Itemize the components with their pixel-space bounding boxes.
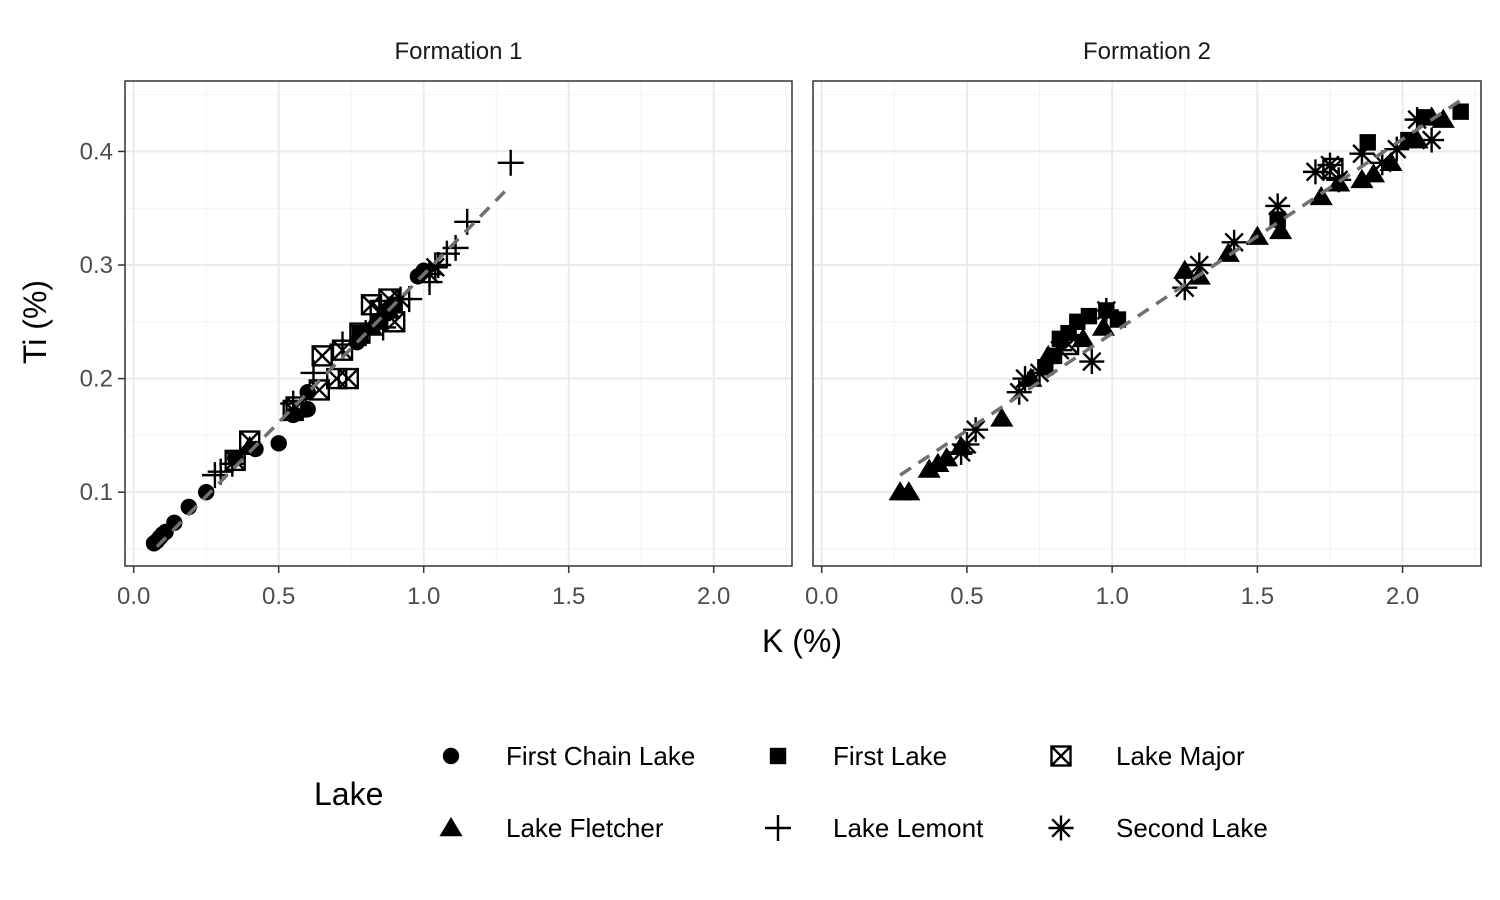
legend-item-lake-fletcher: Lake Fletcher [439,813,664,843]
data-point [1350,168,1374,189]
y-tick-label: 0.1 [80,479,113,506]
data-point [954,431,980,457]
facet-title: Formation 2 [1083,38,1211,65]
data-point [337,367,359,390]
data-layer [145,149,524,552]
data-point [1359,134,1376,151]
panel-border [124,80,793,567]
data-point [1309,185,1333,206]
legend-key-triangle [439,817,463,837]
data-point [1093,297,1119,323]
data-point [1057,333,1080,356]
data-point [1419,127,1445,153]
legend-item-first-lake: First Lake [769,741,947,771]
data-point [201,462,228,489]
x-tick-label: 0.5 [262,583,295,610]
legend-label: Lake Lemont [833,813,984,843]
data-point [1027,360,1053,386]
series-second-lake [948,107,1445,465]
data-point [311,345,333,367]
data-point [1400,131,1417,149]
data-point [963,417,989,443]
data-point [935,447,959,467]
data-point [270,435,287,452]
data-point [1216,242,1240,262]
data-point [990,407,1014,427]
legend: Lake First Chain Lake First Lake Lake Majo… [314,741,1268,843]
data-point [1417,109,1435,126]
series-lake-major [1057,157,1344,356]
data-point [198,483,215,501]
y-tick-label: 0.2 [80,366,113,393]
y-axis-title: Ti (%) [17,280,53,364]
x-tick-label: 2.0 [1386,583,1419,610]
facet-panel-2: Formation 2 0.0 0.5 1.0 1.5 2.0 [805,38,1482,610]
x-tick-label: 0.0 [117,583,150,610]
data-point [1080,307,1098,325]
legend-label: First Chain Lake [506,741,695,771]
x-tick-label: 1.0 [407,583,440,610]
legend-item-lake-major: Lake Major [1050,741,1245,771]
legend-key-square [769,747,787,765]
data-point [897,481,921,501]
data-point [372,313,389,330]
legend-title: Lake [314,776,383,812]
series-second-lake [388,254,448,312]
x-tick-label: 1.5 [552,583,585,610]
data-point [388,286,413,312]
data-point [1322,157,1344,180]
legend-item-lake-lemont: Lake Lemont [765,813,984,843]
data-point [280,390,307,417]
data-point [219,450,246,477]
x-tick-label: 0.5 [950,583,983,610]
data-point [1079,349,1105,375]
data-point [1349,141,1375,167]
series-lake-fletcher [888,106,1455,501]
legend-key-plus [765,815,791,841]
data-point [1361,163,1386,183]
y-tick-label: 0.4 [80,138,113,165]
legend-label: Second Lake [1116,813,1268,843]
data-point [1431,108,1455,128]
data-point [329,331,356,358]
x-axis-title: K (%) [762,623,842,659]
trend-line [155,184,512,548]
trend-line [899,98,1462,477]
x-tick-label: 2.0 [697,583,730,610]
data-point [1109,311,1127,328]
facet-panel-1: Formation 1 0.0 0.5 1.0 1.5 2.0 0.1 0.2 0.3 0.4 [80,38,793,610]
legend-item-second-lake: Second Lake [1048,813,1268,843]
data-point [422,254,448,280]
y-tick-label: 0.3 [80,252,113,279]
x-tick-label: 1.5 [1241,583,1274,610]
x-tick-label: 0.0 [805,583,838,610]
legend-label: Lake Fletcher [506,813,664,843]
legend-label: Lake Major [1116,741,1245,771]
panel-border [812,80,1482,567]
legend-item-first-chain-lake: First Chain Lake [442,741,695,771]
data-point [1265,193,1291,219]
data-point [1172,275,1198,301]
data-point [1173,259,1197,279]
legend-key-boxed-x [1050,745,1072,767]
data-point [497,149,524,176]
data-point [1091,316,1115,336]
data-point [1384,136,1410,162]
facet-title: Formation 1 [394,38,522,65]
legend-label: First Lake [833,741,947,771]
legend-key-asterisk [1048,815,1074,841]
data-point [1452,103,1469,120]
data-point [238,435,262,455]
panels-layer: Formation 10.0 0.5 1.0 1.5 2.00.10.20.30.4Fo… [80,38,1482,610]
x-tick-label: 1.0 [1095,583,1128,610]
legend-key-circle [442,747,460,765]
data-layer [888,98,1469,501]
data-point [1269,219,1293,240]
data-point [300,359,327,386]
